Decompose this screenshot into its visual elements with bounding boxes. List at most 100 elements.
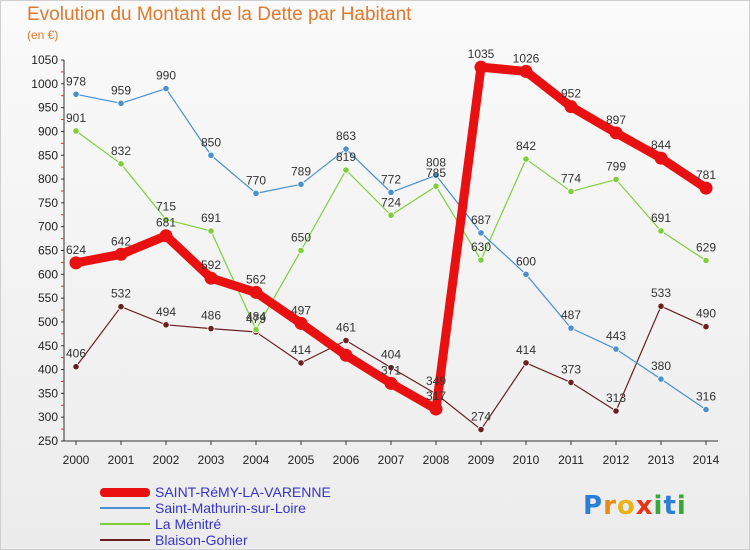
data-label: 952: [561, 87, 581, 101]
data-label: 316: [696, 390, 716, 404]
data-label: 687: [471, 213, 491, 227]
data-label: 781: [696, 168, 716, 182]
data-point: [657, 227, 665, 235]
y-tick-label: 700: [38, 220, 58, 234]
x-tick-label: 2003: [198, 453, 225, 467]
data-label: 863: [336, 129, 356, 143]
x-tick-label: 2014: [693, 453, 720, 467]
data-label: 789: [291, 164, 311, 178]
x-tick-label: 2004: [243, 453, 270, 467]
data-point: [249, 285, 263, 299]
data-point: [474, 60, 488, 74]
data-point: [297, 359, 305, 367]
proxiti-logo: Proxiti: [583, 491, 687, 521]
legend-swatch: [100, 523, 150, 525]
data-label: 414: [291, 343, 311, 357]
data-label: 486: [201, 309, 221, 323]
data-point: [612, 345, 620, 353]
data-label: 819: [336, 150, 356, 164]
y-tick-label: 400: [38, 363, 58, 377]
data-label: 842: [516, 139, 536, 153]
data-label: 772: [381, 172, 401, 186]
data-label: 494: [156, 305, 176, 319]
chart-subtitle: (en €): [27, 28, 59, 42]
data-point: [567, 187, 575, 196]
data-point: [702, 405, 710, 414]
x-tick-label: 2010: [513, 453, 540, 467]
data-point: [72, 90, 80, 98]
y-tick-label: 450: [38, 339, 58, 353]
data-point: [339, 348, 353, 362]
data-label: 629: [696, 241, 716, 255]
logo-letter: r: [603, 491, 617, 521]
data-point: [162, 321, 170, 329]
data-point: [159, 229, 173, 243]
data-label: 1035: [468, 47, 495, 61]
data-point: [609, 126, 623, 140]
y-tick-label: 650: [38, 244, 58, 258]
data-label: 487: [561, 308, 581, 322]
data-point: [387, 364, 395, 372]
data-point: [657, 375, 665, 383]
y-tick-label: 1000: [31, 77, 58, 91]
logo-letter: o: [616, 491, 636, 521]
x-tick-label: 2005: [288, 453, 315, 467]
data-label: 901: [66, 111, 86, 125]
data-point: [522, 359, 530, 367]
data-point: [252, 325, 260, 334]
data-point: [297, 180, 305, 188]
y-tick-label: 600: [38, 267, 58, 281]
data-point: [477, 425, 485, 434]
y-tick-label: 750: [38, 196, 58, 210]
logo-letter: i: [676, 491, 687, 521]
data-point: [207, 227, 215, 235]
legend-label: La Ménitré: [155, 516, 222, 532]
data-label: 533: [651, 286, 671, 300]
y-tick-label: 550: [38, 291, 58, 305]
data-point: [612, 407, 620, 415]
data-point: [384, 376, 398, 390]
y-tick-label: 800: [38, 172, 58, 186]
y-tick-label: 350: [38, 386, 58, 400]
data-label: 897: [606, 113, 626, 127]
data-point: [297, 246, 305, 255]
data-label: 691: [651, 211, 671, 225]
data-label: 592: [201, 258, 221, 272]
data-point: [387, 188, 395, 196]
data-point: [477, 256, 485, 264]
data-point: [567, 324, 575, 332]
y-tick-label: 250: [38, 434, 58, 448]
data-label: 313: [606, 391, 626, 405]
data-label: 479: [246, 312, 266, 326]
data-label: 600: [516, 254, 536, 268]
data-point: [117, 303, 125, 311]
data-point: [207, 151, 215, 159]
x-tick-label: 2013: [648, 453, 675, 467]
data-label: 774: [561, 171, 581, 185]
data-label: 274: [471, 410, 491, 424]
data-point: [702, 323, 710, 331]
data-point: [522, 270, 530, 278]
legend-label: Blaison-Gohier: [155, 532, 248, 548]
data-point: [342, 145, 350, 153]
data-point: [657, 302, 665, 310]
y-tick-label: 850: [38, 148, 58, 162]
x-tick-label: 2012: [603, 453, 630, 467]
logo-letter: x: [635, 491, 654, 521]
y-tick-label: 300: [38, 410, 58, 424]
data-point: [429, 402, 443, 416]
data-label: 624: [66, 243, 86, 257]
data-label: 978: [66, 74, 86, 88]
logo-letter: i: [653, 491, 664, 521]
data-label: 532: [111, 287, 131, 301]
legend-swatch: [100, 487, 150, 497]
logo-letter: P: [583, 491, 604, 521]
data-point: [567, 378, 575, 387]
data-point: [432, 171, 440, 179]
legend-swatch: [100, 507, 150, 509]
data-label: 959: [111, 83, 131, 97]
data-label: 808: [426, 155, 446, 169]
data-point: [72, 127, 80, 135]
